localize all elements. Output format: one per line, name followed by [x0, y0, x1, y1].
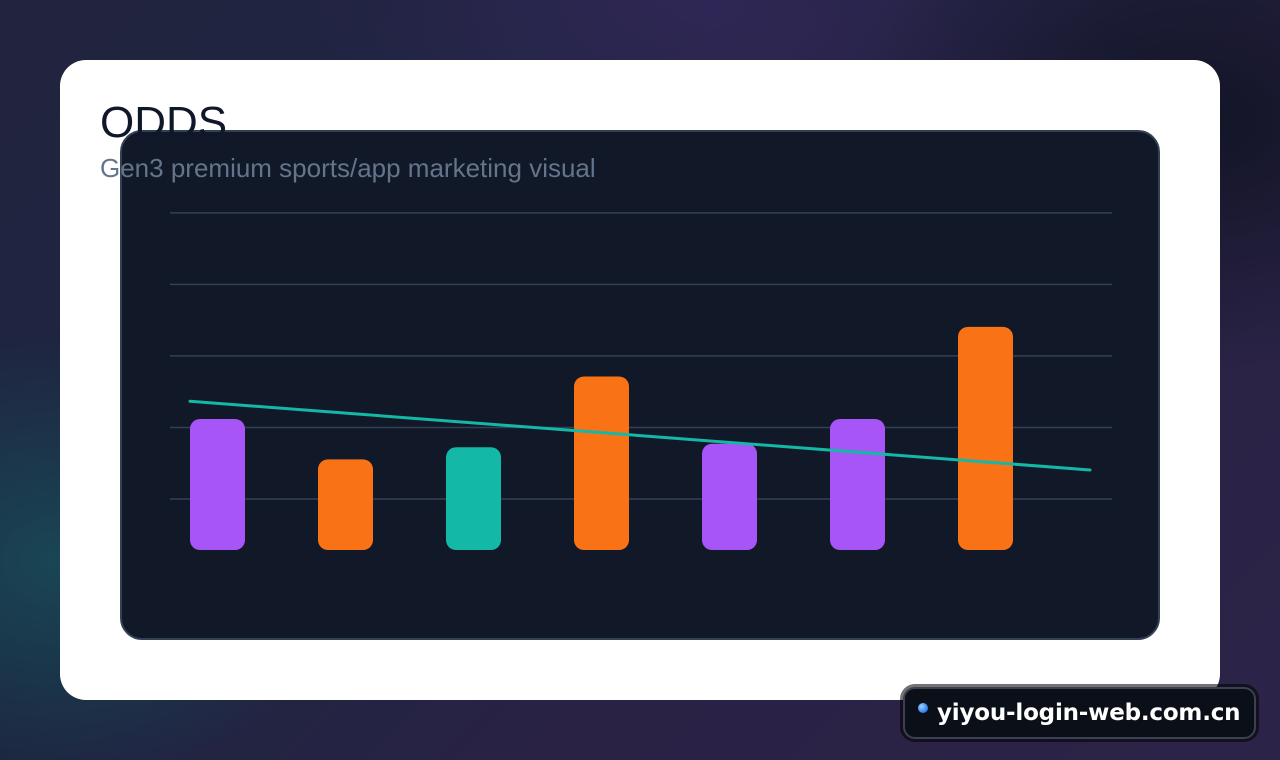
watermark-text: yiyou-login-web.com.cn	[937, 700, 1241, 726]
bar-7	[958, 326, 1013, 550]
bar-2	[318, 459, 373, 550]
bar-4	[574, 376, 629, 550]
bar-chart-plot	[170, 212, 1112, 550]
trend-line	[188, 399, 1092, 472]
chart-subtitle: Gen3 premium sports/app marketing visual	[100, 153, 596, 183]
chart-panel	[120, 130, 1160, 640]
bar-5	[702, 443, 757, 550]
chart-title: ODDS	[100, 98, 228, 147]
bar-3	[446, 447, 501, 550]
bar-6	[830, 418, 885, 550]
dot-icon	[918, 703, 928, 713]
chart-card: ODDS Gen3 premium sports/app marketing v…	[60, 60, 1220, 700]
watermark-badge: yiyou-login-web.com.cn	[903, 687, 1256, 739]
bar-1	[190, 418, 245, 550]
